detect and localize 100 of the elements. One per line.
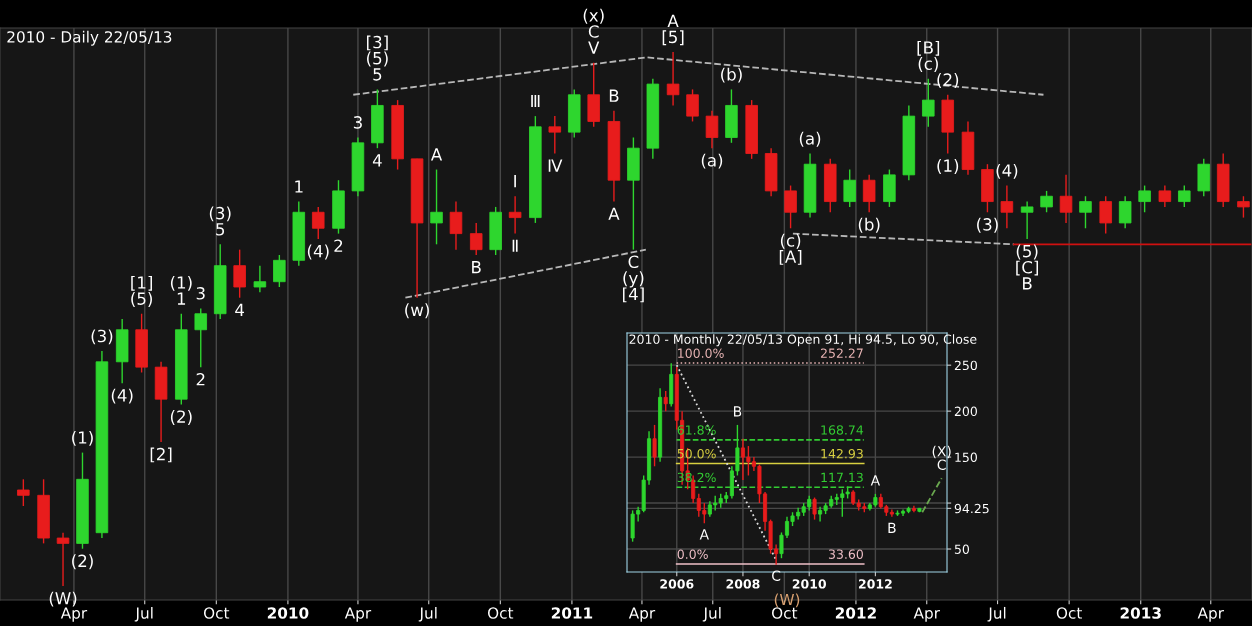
x-tick-label: 2013 bbox=[1120, 607, 1161, 619]
ref-line-label: 142.93 bbox=[821, 448, 863, 459]
ref-line-label: 252.27 bbox=[820, 348, 863, 358]
annotation: (1) bbox=[937, 159, 959, 174]
annotation: (2) bbox=[72, 554, 93, 570]
text: (W) bbox=[774, 593, 800, 608]
x-tick-label: Jul bbox=[702, 606, 721, 622]
x-tick-label: 2012 bbox=[835, 607, 876, 619]
x-tick-label: Oct bbox=[203, 607, 230, 619]
annotation: (5) [C] B bbox=[1016, 244, 1039, 290]
annotation: 4 bbox=[372, 154, 382, 167]
candlestick bbox=[1000, 184, 1014, 229]
candlestick bbox=[1237, 195, 1250, 219]
x-tick-label: Jul bbox=[418, 606, 437, 622]
x-tick-label: Jul bbox=[134, 606, 153, 622]
annotation: [B] (c) bbox=[917, 40, 940, 72]
annotation: B bbox=[734, 406, 742, 417]
x-tick-label: Oct bbox=[1056, 607, 1082, 619]
annotation: B bbox=[888, 522, 896, 533]
annotation: 1 bbox=[295, 180, 303, 193]
candlestick bbox=[862, 174, 876, 213]
y-tick-label: 250 bbox=[954, 360, 977, 371]
x-tick-label: 2010 bbox=[267, 607, 309, 619]
annotation: 3 bbox=[353, 116, 362, 129]
candlestick bbox=[253, 264, 267, 294]
candlestick bbox=[705, 110, 719, 149]
annotation: (c) [A] bbox=[779, 233, 802, 265]
candlestick bbox=[666, 51, 680, 107]
annotation: (b) bbox=[858, 217, 880, 233]
y-tick-label: 94.25 bbox=[954, 503, 989, 514]
candlestick bbox=[469, 222, 483, 256]
x-tick-label: Apr bbox=[344, 607, 372, 622]
candlestick bbox=[686, 88, 699, 123]
candlestick bbox=[784, 184, 797, 229]
candlestick bbox=[652, 424, 657, 467]
annotation: (w) bbox=[405, 303, 429, 319]
ref-line-label: 168.74 bbox=[821, 425, 864, 435]
candlestick bbox=[1178, 184, 1191, 208]
annotation: [3] (5) 5 bbox=[367, 35, 388, 81]
candlestick bbox=[1020, 200, 1034, 240]
annotation: C (y) [4] bbox=[623, 255, 644, 303]
annotation: Ⅲ bbox=[531, 94, 540, 108]
candlestick bbox=[273, 254, 286, 288]
annotation: B bbox=[472, 261, 481, 274]
x-tick-label: Apr bbox=[913, 607, 940, 622]
annotation: A bbox=[430, 148, 443, 161]
x-tick-label: Apr bbox=[60, 607, 88, 622]
x-tick-label: 2012 bbox=[858, 579, 892, 589]
annotation: I bbox=[514, 175, 516, 188]
y-tick-label: 50 bbox=[954, 544, 970, 554]
x-tick-label: Jul bbox=[987, 606, 1006, 622]
candlestick bbox=[1118, 195, 1132, 229]
annotation: C bbox=[772, 570, 781, 581]
annotation: A bbox=[870, 475, 881, 486]
annotation: 2 bbox=[196, 372, 205, 386]
annotation: (W) bbox=[49, 591, 77, 607]
annotation: (x) C V bbox=[583, 8, 604, 54]
x-tick-label: 2006 bbox=[660, 579, 694, 589]
candlestick bbox=[812, 496, 817, 521]
annotation: A bbox=[699, 529, 709, 540]
candlestick bbox=[17, 478, 30, 507]
annotation: (2) bbox=[170, 410, 192, 425]
candlestick bbox=[843, 168, 856, 208]
annotation: A [5] bbox=[662, 14, 684, 46]
annotation: (2) bbox=[937, 73, 959, 88]
ref-line-label: 33.60 bbox=[828, 549, 863, 559]
annotation: (4) bbox=[996, 163, 1018, 179]
annotation: (a) bbox=[799, 131, 821, 147]
annotation: Ⅳ bbox=[548, 159, 563, 172]
candlestick bbox=[1059, 174, 1073, 224]
x-tick-label: Oct bbox=[772, 607, 798, 619]
chart-title: 2010 - Daily 22/05/13 bbox=[7, 30, 172, 46]
annotation: Ⅱ bbox=[512, 239, 518, 252]
x-tick-label: Oct bbox=[487, 607, 514, 619]
chart-title: 2010 - Monthly 22/05/13 Open 91, Hi 94.5, Lo 90, Close bbox=[629, 334, 977, 347]
annotation: [1] (5) bbox=[131, 275, 152, 307]
annotation: 2 bbox=[334, 239, 343, 252]
annotation: (X) C bbox=[932, 445, 951, 470]
candlestick bbox=[56, 532, 70, 587]
candlestick bbox=[233, 248, 246, 299]
annotation: (3) bbox=[977, 217, 998, 233]
annotation: (3) 5 bbox=[209, 206, 231, 236]
candlestick bbox=[508, 195, 522, 235]
annotation: (b) bbox=[721, 67, 742, 83]
candlestick bbox=[194, 307, 208, 368]
candlestick bbox=[1040, 190, 1053, 213]
annotation: 0.0% bbox=[677, 549, 708, 559]
x-tick-label: 2011 bbox=[551, 607, 593, 619]
annotation: B bbox=[609, 89, 619, 102]
annotation: (4) bbox=[307, 244, 329, 260]
candlestick bbox=[1079, 195, 1092, 229]
annotation: 3 bbox=[196, 287, 205, 300]
annotation: (4) bbox=[111, 388, 133, 404]
annotation: [2] bbox=[150, 447, 172, 463]
candlestick bbox=[449, 200, 463, 251]
annotation: (1) bbox=[72, 430, 93, 446]
annotation: 100.0% bbox=[678, 348, 724, 358]
candlestick bbox=[548, 115, 562, 155]
candlestick bbox=[663, 390, 668, 412]
x-tick-label: Apr bbox=[1197, 607, 1224, 622]
